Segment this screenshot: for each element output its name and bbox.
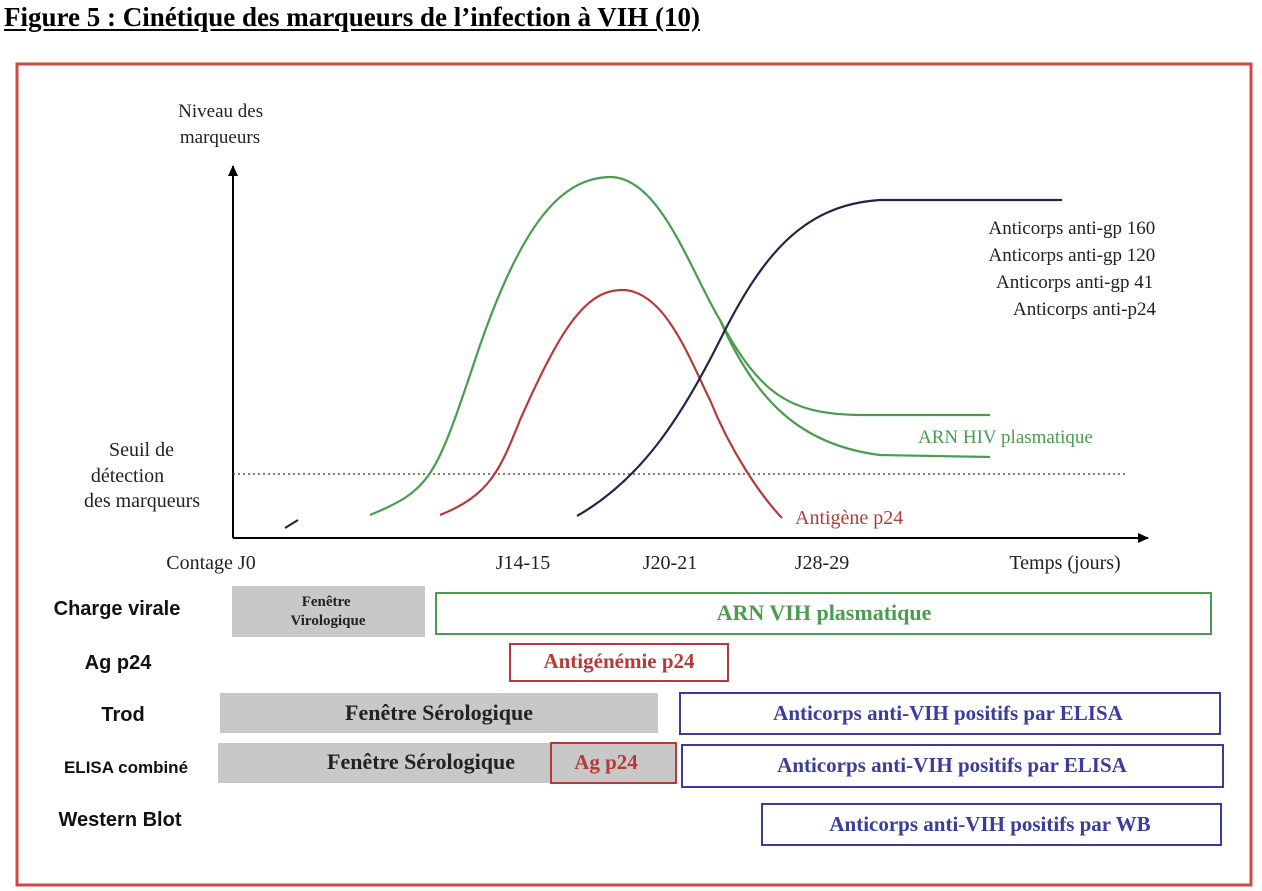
x-tick-label: Contage J0 [166,552,255,574]
wb-result-label: Anticorps anti-VIH positifs par WB [829,812,1150,836]
wb-result-box [761,803,1222,846]
trod-result-label: Anticorps anti-VIH positifs par ELISA [773,701,1124,725]
row-label-trod: Trod [101,704,144,726]
antigenemia-label: Antigénémie p24 [543,649,695,673]
trod-result-box [679,692,1221,735]
trod-serological-window-label: Fenêtre Sérologique [345,700,533,725]
elisa-result-box [681,744,1224,788]
virological-window-label: Fenêtre Virologique [290,594,365,629]
row-label-charge-virale: Charge virale [54,598,181,620]
y-axis-label: Niveau des marqueurs [178,101,268,148]
rna-curve-lower [718,319,991,459]
rna-curve-upper [369,175,990,517]
row-label-western-blot: Western Blot [59,809,182,831]
elisa-ag-p24-box [550,742,677,784]
antibody-curve [576,198,1062,517]
p24-curve [439,288,783,519]
x-tick-label: J28-29 [795,552,849,574]
elisa-result-label: Anticorps anti-VIH positifs par ELISA [777,753,1128,777]
initial-segment [284,519,299,529]
antibody-curve-labels: Anticorps anti-gp 160 Anticorps anti-gp … [988,218,1160,320]
figure-title: Figure 5 : Cinétique des marqueurs de l’… [4,2,700,32]
elisa-serological-window-label: Fenêtre Sérologique [327,749,515,774]
rna-curve-label: ARN HIV plasmatique [918,427,1093,448]
figure-frame [15,62,1253,887]
antigenemia-box [509,643,729,682]
x-axis-label: Temps (jours) [1009,552,1120,574]
row-label-ag-p24: Ag p24 [85,652,153,674]
p24-curve-label: Antigène p24 [795,507,903,529]
elisa-ag-p24-label: Ag p24 [574,750,638,774]
virological-window-box [232,586,425,637]
x-tick-label: J14-15 [496,552,550,574]
elisa-serological-window-box [218,743,550,783]
x-tick-label: J20-21 [643,552,697,574]
rna-result-label: ARN VIH plasmatique [717,600,932,625]
trod-serological-window-box [220,693,658,733]
row-label-elisa: ELISA combiné [64,758,188,777]
threshold-label: Seuil de détection des marqueurs [84,439,200,512]
rna-result-box [435,592,1212,635]
